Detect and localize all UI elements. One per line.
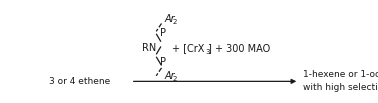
Text: 2: 2	[172, 19, 177, 25]
Text: P: P	[160, 57, 166, 67]
Text: 2: 2	[172, 76, 177, 82]
Text: RN: RN	[143, 43, 157, 53]
Text: + [CrX: + [CrX	[172, 43, 204, 53]
Text: P: P	[160, 28, 166, 38]
Text: Ar: Ar	[164, 14, 175, 24]
Text: 3 or 4 ethene: 3 or 4 ethene	[49, 77, 110, 86]
Text: Ar: Ar	[164, 71, 175, 81]
Text: 3: 3	[206, 49, 210, 55]
Text: 1-hexene or 1-octene: 1-hexene or 1-octene	[303, 70, 378, 79]
Text: with high selectivity: with high selectivity	[303, 83, 378, 92]
Text: ] + 300 MAO: ] + 300 MAO	[208, 43, 270, 53]
